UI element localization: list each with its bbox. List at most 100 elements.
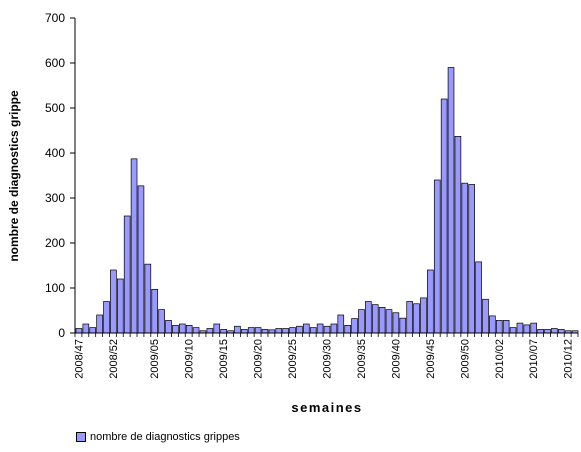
bar-2009-36	[365, 301, 372, 334]
bar-2009-46	[433, 179, 441, 334]
bar-2010-08	[537, 329, 544, 334]
legend: nombre de diagnostics grippes	[76, 431, 240, 443]
y-axis: 0 100 200 300 400 500 600 700	[45, 11, 76, 340]
bar-2008-50	[96, 314, 103, 334]
y-tick-label: 300	[45, 191, 65, 205]
bar-2009-01	[123, 215, 131, 334]
x-tick-label: 2009/35	[356, 339, 368, 379]
x-tick-label: 2008/47	[73, 339, 85, 379]
x-tick-label: 2009/30	[322, 339, 334, 379]
bar-2008-49	[89, 327, 97, 334]
x-tick-label: 2009/20	[253, 339, 265, 379]
bar-2009-19	[247, 327, 255, 334]
bar-2009-14	[213, 323, 221, 334]
bar-2008-52	[110, 269, 117, 334]
bar-2009-18	[241, 329, 248, 334]
x-axis-label: semaines	[291, 400, 362, 415]
x-tick-label: 2010/12	[563, 339, 575, 379]
bar-2009-47	[440, 98, 448, 334]
bar-2009-20	[254, 327, 262, 334]
bar-2009-02	[130, 158, 138, 334]
bar-2010-09	[544, 329, 551, 334]
bar-2009-07	[165, 320, 172, 334]
bar-2009-10	[185, 325, 193, 334]
bar-2009-11	[192, 327, 200, 334]
bar-2009-48	[447, 67, 455, 334]
bar-2009-26	[296, 325, 303, 334]
y-tick-label: 400	[45, 146, 65, 160]
bar-2009-08	[172, 325, 179, 334]
x-tick-label: 2009/25	[287, 339, 299, 379]
bar-2009-33	[344, 325, 351, 334]
y-axis-label: nombre de diagnostics grippe	[7, 90, 21, 262]
bar-2008-47	[75, 328, 83, 334]
bar-2010-11	[557, 329, 565, 334]
bar-2009-09	[179, 323, 186, 334]
bar-2009-37	[371, 304, 379, 334]
bar-2009-29	[316, 323, 324, 334]
bar-2009-21	[261, 329, 269, 334]
x-tick-label: 2010/07	[528, 339, 540, 379]
x-tick-label: 2009/05	[149, 339, 161, 379]
legend-swatch	[76, 432, 86, 442]
x-tick-label: 2009/40	[390, 339, 402, 379]
bar-2009-03	[137, 185, 145, 334]
bar-2009-25	[289, 327, 296, 334]
bar-2010-01	[489, 315, 496, 334]
bar-2009-41	[399, 317, 407, 334]
bar-2009-24	[282, 328, 289, 334]
bar-2009-31	[330, 323, 338, 334]
bar-2009-34	[351, 318, 358, 334]
bar-2009-45	[427, 269, 434, 334]
bar-2009-39	[385, 309, 393, 334]
x-tick-label: 2008/52	[108, 339, 120, 379]
bar-2010-03	[502, 320, 510, 334]
bar-2009-04	[144, 263, 152, 334]
x-tick-label: 2009/15	[218, 339, 230, 379]
bar-2010-10	[551, 328, 558, 334]
bar-2009-23	[275, 328, 283, 334]
bar-2009-44	[420, 297, 427, 334]
bar-2010-06	[523, 324, 531, 334]
bar-2009-38	[378, 307, 386, 334]
bar-2009-43	[413, 303, 420, 334]
bar-2010-05	[516, 322, 524, 334]
y-tick-label: 100	[45, 281, 65, 295]
bar-2009-40	[392, 312, 400, 334]
bar-2009-50	[461, 182, 469, 334]
bar-2009-27	[303, 323, 310, 334]
bar-2009-17	[234, 325, 241, 334]
bar-2009-51	[468, 184, 475, 334]
bar-2009-05	[151, 289, 159, 334]
bar-2009-32	[337, 314, 345, 334]
bar-2010-04	[509, 327, 517, 334]
bar-2010-02	[495, 320, 503, 334]
bar-2009-53	[482, 298, 489, 334]
x-tick-label: 2009/45	[425, 339, 437, 379]
bar-2009-28	[309, 327, 317, 334]
bar-2008-48	[82, 323, 90, 334]
bar-2009-35	[358, 309, 365, 334]
bar-2009-13	[206, 328, 214, 334]
bar-2009-06	[158, 309, 165, 334]
bar-2009-42	[406, 301, 413, 334]
bar-2009-52	[475, 261, 482, 334]
x-axis: 2008/47 2008/52 2009/05 2009/10 2009/15 2009/…	[73, 332, 579, 379]
x-tick-label: 2009/10	[184, 339, 196, 379]
bar-2010-07	[530, 322, 538, 334]
legend-label: nombre de diagnostics grippes	[90, 431, 240, 443]
x-tick-label: 2010/02	[494, 339, 506, 379]
bar-2008-53	[116, 278, 124, 334]
bars	[75, 67, 579, 334]
x-tick-label: 2009/50	[459, 339, 471, 379]
y-tick-label: 0	[58, 326, 65, 340]
bar-2008-51	[103, 301, 110, 334]
bar-2009-15	[220, 329, 227, 334]
y-tick-label: 700	[45, 11, 65, 25]
bar-2009-49	[454, 136, 462, 334]
y-tick-label: 600	[45, 56, 65, 70]
y-tick-label: 500	[45, 101, 65, 115]
bar-2009-30	[323, 325, 331, 334]
y-tick-label: 200	[45, 236, 65, 250]
